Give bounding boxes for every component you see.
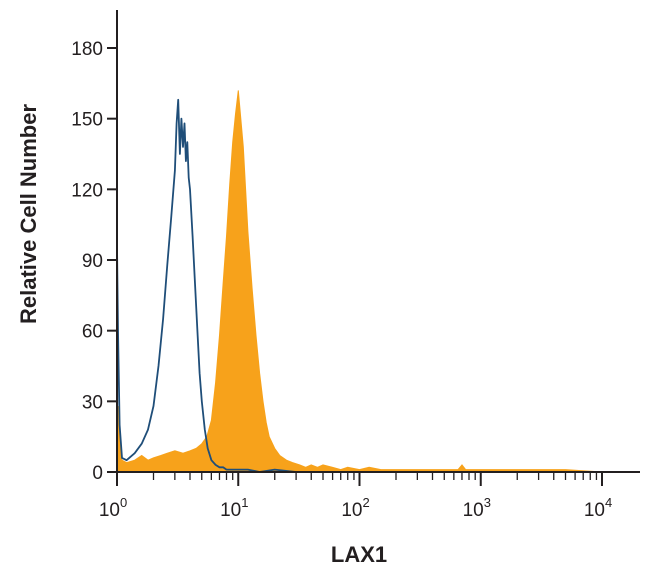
y-tick-label: 30	[82, 392, 103, 413]
y-tick-label: 120	[71, 180, 103, 201]
x-tick-label: 104	[584, 495, 612, 521]
x-tick-label: 101	[220, 495, 248, 521]
histogram-series-layer	[116, 90, 603, 473]
axes-layer	[116, 10, 640, 473]
y-tick-label: 180	[71, 39, 103, 60]
y-tick-label: 0	[92, 463, 103, 484]
filled-histogram-series	[116, 90, 603, 473]
control-outline-series	[116, 98, 602, 473]
y-tick-label: 150	[71, 110, 103, 131]
x-axis-title: LAX1	[331, 542, 387, 567]
y-tick-label: 90	[82, 251, 103, 272]
y-tick-label: 60	[82, 322, 103, 343]
y-axis-title: Relative Cell Number	[16, 104, 41, 325]
x-axis-ticks: 100 101 102 103 104	[99, 472, 612, 521]
x-tick-label: 100	[99, 495, 127, 521]
x-tick-label: 103	[463, 495, 491, 521]
x-tick-label: 102	[341, 495, 369, 521]
y-axis-ticks: 0 30 60 90 120 150 180	[71, 39, 117, 484]
